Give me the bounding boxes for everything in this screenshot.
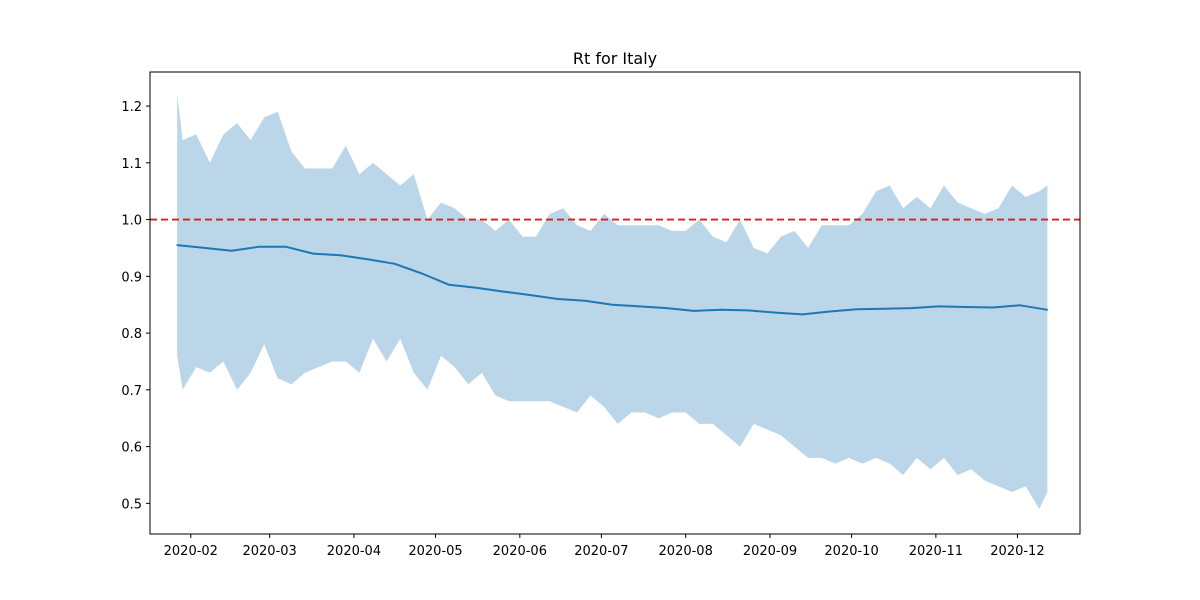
rt-point (203, 247, 206, 249)
y-tick-label: 0.6 (121, 441, 142, 456)
rt-point (1019, 304, 1021, 307)
rt-point (693, 310, 695, 312)
rt-point (965, 306, 967, 308)
rt-point (774, 311, 777, 314)
x-tick-label: 2020-03 (242, 544, 296, 559)
x-tick-label: 2020-02 (164, 544, 218, 559)
y-axis: 0.5 0.6 0.7 0.8 0.9 1.0 1.1 1.2 (121, 100, 150, 512)
rt-point (339, 254, 342, 257)
rt-point (856, 308, 858, 311)
y-tick-label: 1.1 (121, 157, 142, 172)
x-tick-label: 2020-09 (743, 544, 797, 559)
rt-point (557, 298, 559, 300)
rt-point (176, 244, 178, 246)
x-tick-label: 2020-08 (659, 544, 713, 559)
plot-frame (149, 71, 1081, 535)
rt-point (366, 258, 369, 261)
y-tick-label: 1.2 (121, 100, 142, 115)
rt-point (1046, 309, 1049, 311)
rt-point (992, 306, 994, 309)
rt-point (529, 294, 532, 296)
rt-point (393, 263, 396, 265)
rt-point (258, 246, 260, 248)
rt-point (937, 305, 940, 308)
y-tick-label: 0.5 (121, 497, 142, 512)
rt-point (638, 305, 641, 308)
x-tick-label: 2020-05 (408, 544, 462, 559)
x-tick-label: 2020-10 (824, 544, 878, 559)
rt-point (584, 299, 586, 302)
rt-point (611, 303, 614, 306)
rt-point (829, 310, 831, 313)
y-tick-label: 0.7 (121, 384, 142, 399)
rt-point (312, 252, 315, 255)
x-tick-label: 2020-04 (327, 544, 381, 559)
rt-point (747, 309, 749, 312)
y-tick-label: 0.9 (121, 270, 142, 285)
rt-point (801, 313, 804, 316)
rt-point (883, 307, 885, 310)
x-tick-label: 2020-11 (909, 544, 963, 559)
confidence-band (177, 94, 1048, 509)
y-tick-label: 1.0 (121, 214, 142, 229)
rt-point (475, 286, 478, 289)
rt-point (720, 309, 722, 311)
chart-title: Rt for Italy (573, 49, 657, 68)
rt-point (448, 284, 450, 286)
rt-point (502, 290, 505, 293)
rt-point (910, 307, 913, 309)
rt-point (230, 250, 233, 252)
rt-point (421, 272, 423, 275)
rt-point (285, 246, 287, 248)
x-tick-label: 2020-07 (574, 544, 628, 559)
x-axis: 2020-02 2020-03 2020-04 2020-05 2020-06 2020-… (164, 534, 1045, 559)
x-tick-label: 2020-06 (493, 544, 547, 559)
confidence-band-layer (177, 94, 1048, 509)
rt-point (665, 307, 668, 309)
x-tick-label: 2020-12 (990, 544, 1044, 559)
rt-line-layer (176, 244, 1049, 316)
y-tick-label: 0.8 (121, 327, 142, 342)
